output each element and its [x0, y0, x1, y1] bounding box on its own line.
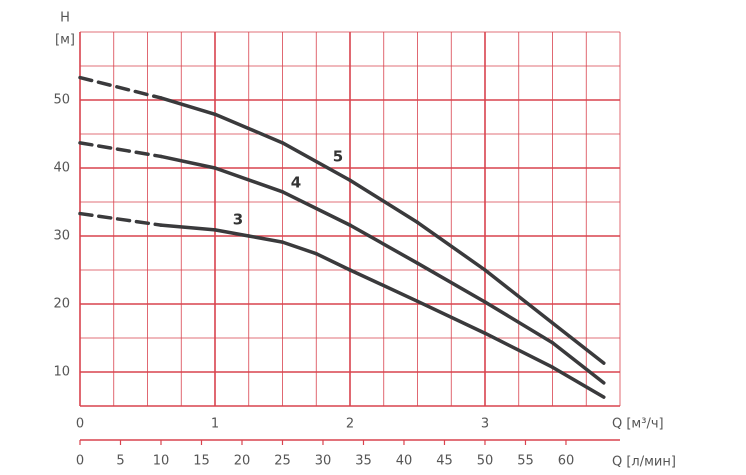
curve-segment [314, 251, 352, 272]
x2-tick-label: 40 [396, 454, 413, 469]
x-tick-label: 3 [481, 417, 489, 432]
y-tick-label: 50 [53, 93, 70, 108]
x2-tick-label: 55 [517, 454, 534, 469]
curve-segment [78, 75, 163, 100]
curve-segment [483, 331, 555, 369]
x2-tick-label: 10 [153, 454, 170, 469]
curve-segment [550, 321, 606, 365]
curve-segment [348, 268, 420, 304]
curve-segment [550, 365, 606, 399]
curve-label: 4 [291, 174, 301, 192]
x2-tick-label: 45 [436, 454, 453, 469]
curve-segment [159, 96, 217, 117]
x2-tick-label: 25 [274, 454, 291, 469]
curve-segment [247, 234, 285, 244]
y-axis-unit: [м] [55, 33, 75, 48]
x2-tick-label: 0 [76, 454, 84, 469]
curve-segment [78, 141, 163, 159]
x2-axis-label: Q [л/мин] [612, 455, 676, 470]
y-axis-symbol: H [60, 11, 70, 26]
curve-label: 3 [233, 211, 243, 229]
x-tick-label: 0 [76, 417, 84, 432]
curve-segment [213, 112, 285, 145]
x-tick-label: 2 [346, 417, 354, 432]
curve-segment [280, 141, 352, 182]
x-tick-label: 1 [211, 417, 219, 432]
curve-segment [280, 240, 318, 256]
y-tick-label: 20 [53, 297, 70, 312]
curve-segment [213, 228, 251, 238]
curve-segment [280, 190, 352, 227]
x2-tick-label: 5 [116, 454, 124, 469]
x-axis-label: Q [м³/ч] [612, 417, 664, 432]
curve-segment [348, 178, 420, 225]
curve-segment [550, 341, 606, 385]
x2-tick-label: 30 [315, 454, 332, 469]
x2-tick-label: 15 [193, 454, 210, 469]
curve-label: 5 [333, 148, 343, 166]
curve-segment [415, 261, 487, 304]
curve-segment [483, 300, 555, 345]
curve-segment [213, 166, 285, 194]
curve-segment [78, 211, 163, 227]
curve-segment [348, 223, 420, 265]
x2-tick-label: 20 [234, 454, 251, 469]
y-tick-label: 30 [53, 229, 70, 244]
y-tick-label: 10 [53, 365, 70, 380]
x2-tick-label: 60 [558, 454, 575, 469]
y-tick-label: 40 [53, 161, 70, 176]
curve-segment [159, 223, 217, 232]
curve-segment [483, 268, 555, 325]
x2-tick-label: 35 [355, 454, 372, 469]
curve-segment [415, 220, 487, 272]
curve-segment [415, 299, 487, 335]
x2-tick-label: 50 [477, 454, 494, 469]
curve-segment [159, 154, 217, 170]
